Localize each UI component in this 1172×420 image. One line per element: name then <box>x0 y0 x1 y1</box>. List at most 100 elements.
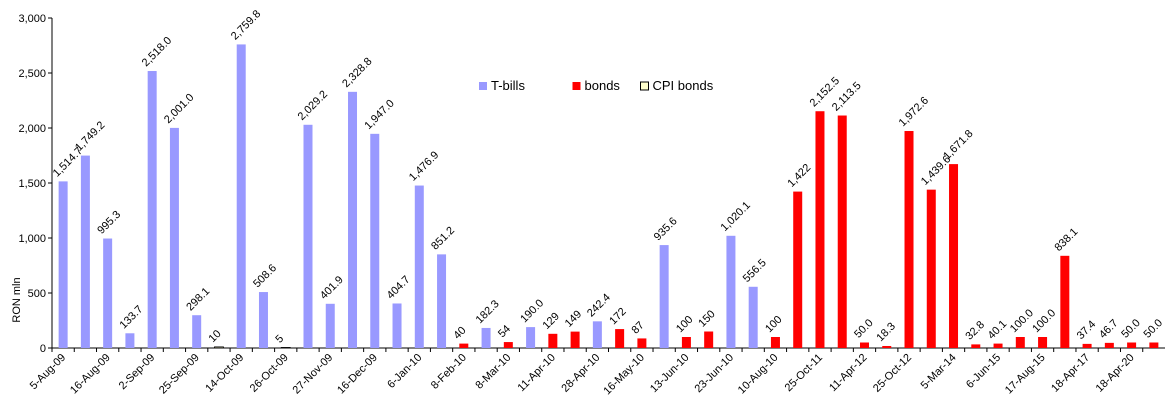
bar <box>1104 342 1114 348</box>
x-tick-label: 13-Jun-10 <box>648 352 692 396</box>
y-tick-label: 1,000 <box>18 233 46 245</box>
legend-swatch <box>479 82 487 90</box>
data-label: 54 <box>496 323 513 340</box>
data-label: 150 <box>696 308 717 329</box>
legend-swatch <box>572 82 581 90</box>
data-label: 40.1 <box>986 318 1010 342</box>
data-label: 1,947.0 <box>362 98 396 132</box>
x-tick-label: 16-May-10 <box>601 352 647 398</box>
bar <box>681 337 691 348</box>
data-label: 50.0 <box>1142 317 1166 341</box>
data-label: 129 <box>540 310 561 331</box>
x-tick-label: 25-Sep-09 <box>157 352 202 397</box>
bar <box>1127 342 1137 348</box>
data-label: 2,518.0 <box>140 35 174 69</box>
bar <box>348 91 358 348</box>
bar <box>704 331 714 348</box>
bar <box>258 292 268 348</box>
bar <box>1015 337 1025 348</box>
bar <box>503 342 513 348</box>
data-label: 401.9 <box>318 274 346 302</box>
x-tick-label: 14-Oct-09 <box>203 352 246 395</box>
bar <box>1060 255 1070 348</box>
bar <box>637 338 647 348</box>
bar <box>192 315 202 348</box>
bar <box>949 164 959 348</box>
bar <box>58 181 68 348</box>
y-tick-label: 1,500 <box>18 178 46 190</box>
bar <box>459 343 469 348</box>
x-tick-label: 6-Jan-10 <box>385 352 424 391</box>
bar <box>570 331 580 348</box>
data-label: 100 <box>763 314 784 335</box>
x-tick-label: 16-Aug-09 <box>68 352 113 397</box>
data-label: 149 <box>563 308 584 329</box>
x-tick-label: 26-Oct-09 <box>248 352 291 395</box>
data-label: 50.0 <box>852 317 876 341</box>
bar <box>1149 342 1159 348</box>
data-label: 298.1 <box>184 285 212 313</box>
data-label: 50.0 <box>1119 317 1143 341</box>
data-label: 32.8 <box>963 319 987 343</box>
data-label: 508.6 <box>251 262 279 290</box>
legend-label: CPI bonds <box>653 78 714 93</box>
bar <box>815 111 825 348</box>
data-label: 5 <box>273 333 286 346</box>
bar <box>882 345 892 348</box>
bar <box>303 124 313 349</box>
y-axis-label: RON mln <box>11 277 23 322</box>
x-tick-label: 2-Sep-09 <box>117 352 157 392</box>
bar <box>926 189 936 348</box>
bar <box>726 235 736 348</box>
x-tick-label: 17-Aug-15 <box>1003 352 1048 397</box>
bar <box>770 337 780 348</box>
x-tick-label: 23-Jun-10 <box>693 352 737 396</box>
x-tick-label: 8-Mar-10 <box>473 352 513 392</box>
data-label: 1,020.1 <box>719 199 753 233</box>
y-tick-label: 2,000 <box>18 123 46 135</box>
x-tick-label: 6-Jun-15 <box>964 352 1003 391</box>
data-label: 87 <box>630 319 647 336</box>
x-tick-label: 27-Nov-09 <box>291 352 336 397</box>
data-label: 242.4 <box>585 292 613 320</box>
x-tick-label: 28-Apr-10 <box>559 352 602 395</box>
bar <box>659 245 669 348</box>
legend-label: T-bills <box>491 78 525 93</box>
data-label: 2,029.2 <box>296 88 330 122</box>
data-label: 404.7 <box>385 274 413 302</box>
data-label: 40 <box>451 325 468 342</box>
bar <box>1082 343 1092 348</box>
x-tick-label: 11-Apr-12 <box>827 352 870 395</box>
data-label: 172 <box>607 306 628 327</box>
x-tick-label: 18-Apr-17 <box>1049 352 1092 395</box>
y-tick-label: 500 <box>28 288 46 300</box>
bar <box>592 321 602 348</box>
bar <box>80 155 90 348</box>
bar <box>481 327 491 348</box>
data-label: 1,972.6 <box>897 95 931 129</box>
x-tick-label: 18-Apr-20 <box>1094 352 1137 395</box>
bar <box>526 327 536 348</box>
bar <box>103 238 113 348</box>
data-label: 46.7 <box>1097 317 1121 341</box>
data-label: 2,001.0 <box>162 92 196 126</box>
data-label: 100.0 <box>1008 307 1036 335</box>
y-tick-label: 3,000 <box>18 13 46 25</box>
bar <box>793 191 803 348</box>
bar <box>748 286 758 348</box>
data-label: 556.5 <box>741 257 769 285</box>
data-label: 1,476.9 <box>407 149 441 183</box>
bar <box>615 329 625 348</box>
x-tick-label: 5-Mar-14 <box>919 352 959 392</box>
bar <box>993 343 1003 348</box>
bar <box>1038 337 1048 348</box>
legend-label: bonds <box>585 78 621 93</box>
bar <box>971 344 981 348</box>
x-tick-label: 25-Oct-11 <box>783 352 825 394</box>
data-label: 100.0 <box>1030 307 1058 335</box>
bar <box>236 44 246 349</box>
bar <box>414 185 424 348</box>
data-label: 10 <box>207 328 224 345</box>
data-label: 851.2 <box>429 225 457 253</box>
bar <box>214 346 224 349</box>
